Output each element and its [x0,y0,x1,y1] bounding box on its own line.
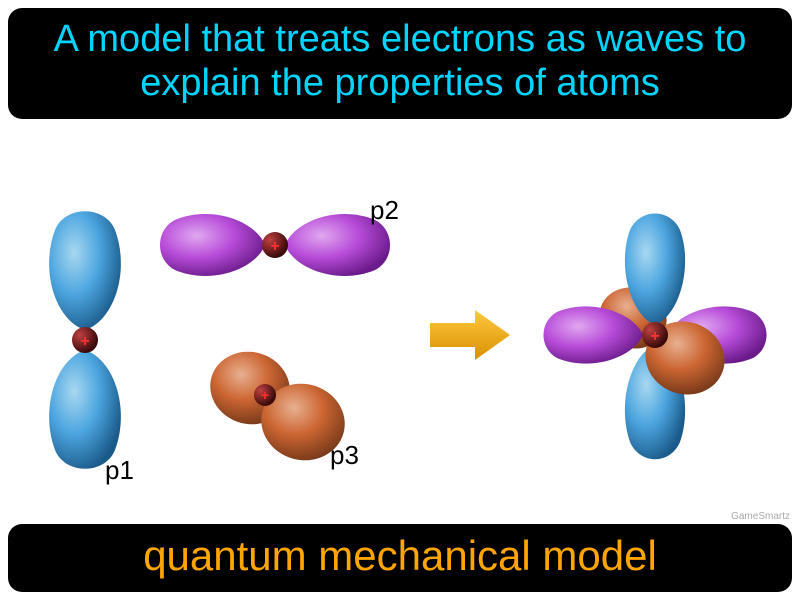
combined-orbital: + [525,190,785,480]
p3-label: p3 [330,440,359,471]
p2-orbital: + [150,195,400,295]
term-text: quantum mechanical model [143,532,657,579]
combine-arrow-icon [425,305,515,365]
svg-text:+: + [270,238,279,255]
p1-orbital: + [35,200,135,480]
orbital-diagram: + p1 + p2 + p3 [0,165,800,520]
watermark-text: GameSmartz [731,511,790,522]
p2-label: p2 [370,195,399,226]
p1-label: p1 [105,455,134,486]
svg-text:+: + [261,387,269,403]
svg-text:+: + [650,328,659,345]
svg-text:+: + [80,333,89,350]
definition-text: A model that treats electrons as waves t… [54,18,747,104]
term-banner: quantum mechanical model [8,524,792,592]
definition-banner: A model that treats electrons as waves t… [8,8,792,119]
